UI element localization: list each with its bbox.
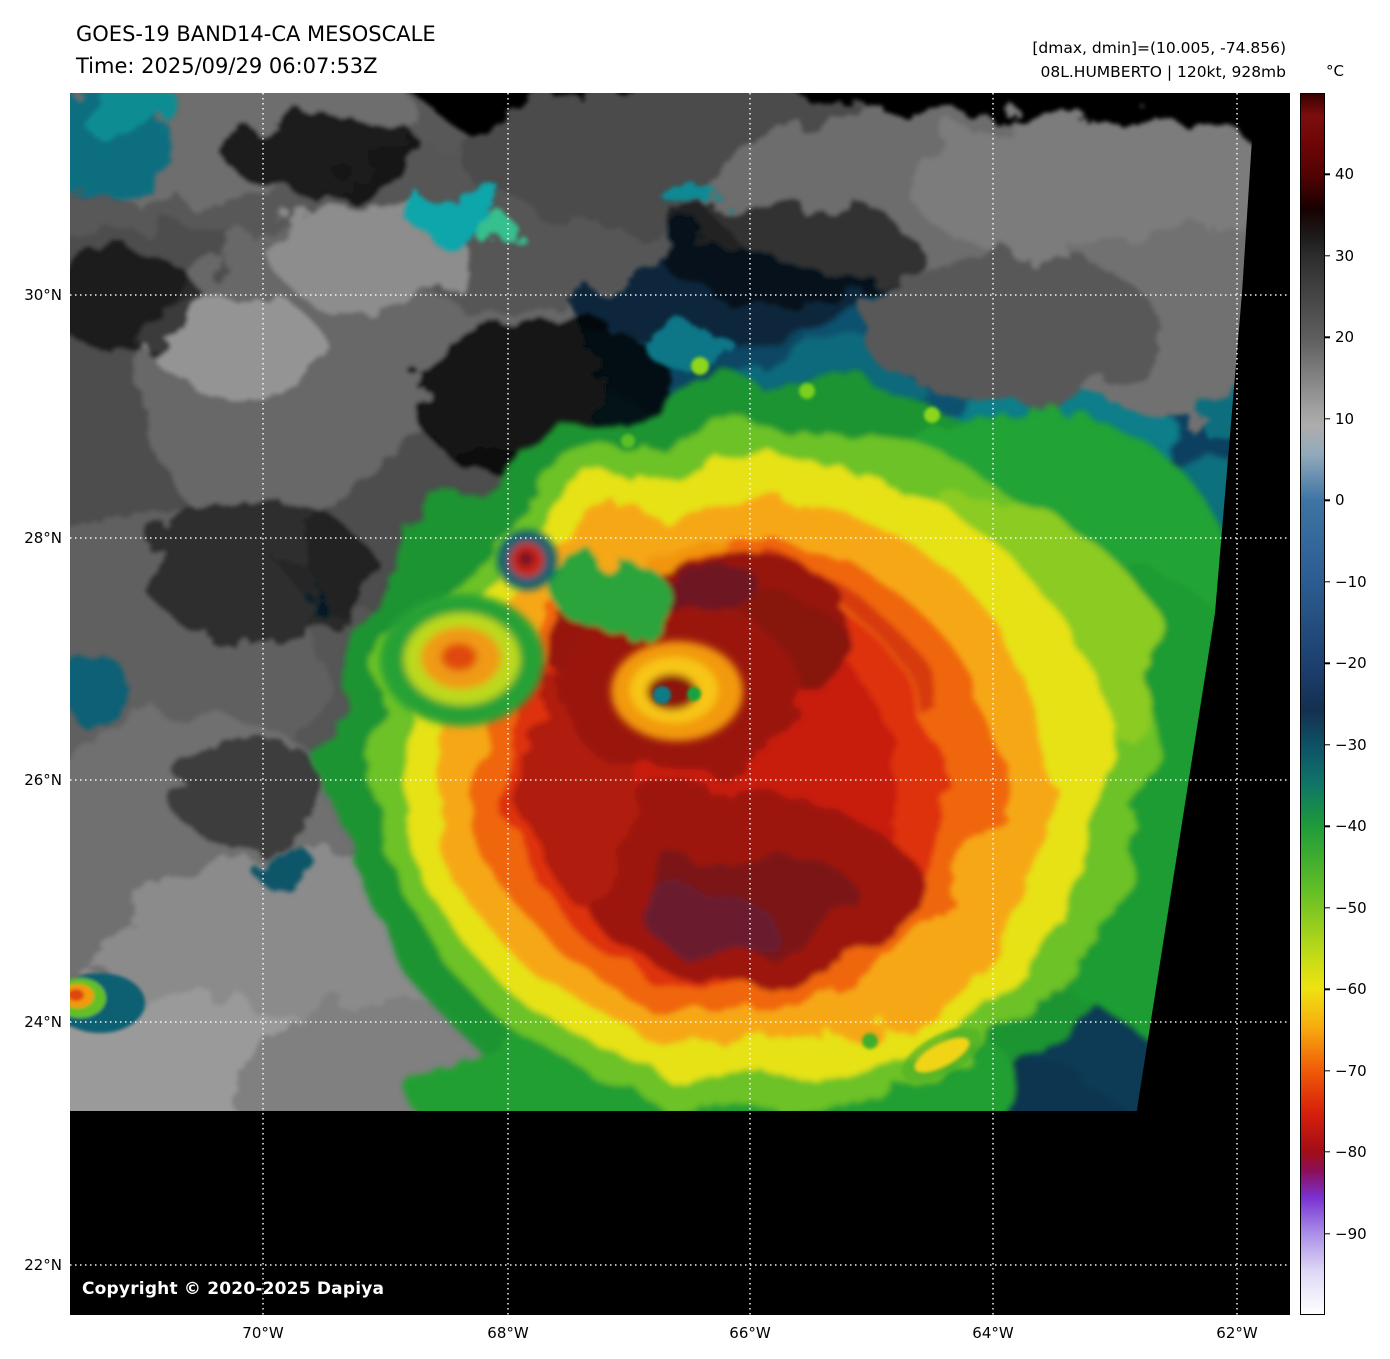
colorbar-tick-mark	[1325, 499, 1330, 502]
colorbar-tick-label: −50	[1335, 898, 1367, 917]
colorbar-tick-mark	[1325, 418, 1330, 420]
colorbar-tick-label: −90	[1335, 1224, 1367, 1243]
colorbar-tick-label: 10	[1335, 409, 1355, 428]
colorbar-tick-mark	[1325, 1069, 1330, 1072]
lon-tick-label: 62°W	[1216, 1324, 1258, 1342]
colorbar-tick-mark	[1325, 744, 1330, 746]
hurricane-eye	[380, 530, 743, 741]
sector-bottom-mask	[70, 1111, 1290, 1315]
colorbar-tick-label: 40	[1335, 165, 1355, 184]
colorbar-tick-label: −10	[1335, 572, 1367, 591]
colorbar-tick-label: −70	[1335, 1061, 1367, 1080]
copyright-text: Copyright © 2020-2025 Dapiya	[82, 1279, 385, 1299]
colorbar-gradient	[1301, 94, 1324, 1314]
colorbar-tick-mark	[1325, 255, 1330, 257]
lat-tick-label: 30°N	[24, 286, 62, 304]
colorbar-tick-mark	[1325, 1151, 1330, 1153]
lon-tick-label: 64°W	[972, 1324, 1014, 1342]
dmax-dmin-readout: [dmax, dmin]=(10.005, -74.856)	[1032, 39, 1286, 57]
lat-tick-label: 24°N	[24, 1013, 62, 1031]
sector-edge-mask	[1110, 93, 1290, 1315]
colorbar-unit-label: °C	[1326, 62, 1344, 80]
meta-block: [dmax, dmin]=(10.005, -74.856) 08L.HUMBE…	[1032, 36, 1286, 84]
timestamp: Time: 2025/09/29 06:07:53Z	[76, 54, 378, 78]
colorbar-tick-label: −80	[1335, 1143, 1367, 1162]
lat-tick-label: 28°N	[24, 529, 62, 547]
colorbar-tick-mark	[1325, 662, 1330, 664]
colorbar-tick-label: −30	[1335, 735, 1367, 754]
lon-tick-label: 70°W	[242, 1324, 284, 1342]
colorbar	[1300, 93, 1325, 1315]
colorbar-tick-mark	[1325, 336, 1330, 339]
colorbar-tick-label: 20	[1335, 328, 1355, 347]
satellite-image	[70, 93, 1290, 1315]
lat-tick-label: 26°N	[24, 771, 62, 789]
colorbar-tick-mark	[1325, 825, 1330, 827]
colorbar-tick-mark	[1325, 581, 1330, 583]
lon-tick-label: 66°W	[729, 1324, 771, 1342]
colorbar-tick-label: −40	[1335, 817, 1367, 836]
colorbar-tick-label: −20	[1335, 654, 1367, 673]
gray-cloud-field	[70, 93, 1290, 1188]
colorbar-tick-label: 0	[1335, 491, 1345, 510]
colorbar-ticks: 40 30 20 10 0 −10 −20 −30 −40 −50 −60 −70 −80 −90	[1325, 93, 1390, 1315]
small-cloud-cells	[70, 357, 982, 1083]
colorbar-tick-label: 30	[1335, 246, 1355, 265]
title-block: GOES-19 BAND14-CA MESOSCALE Time: 2025/0…	[76, 18, 436, 82]
storm-info: 08L.HUMBERTO | 120kt, 928mb	[1040, 63, 1287, 81]
lon-tick-label: 68°W	[487, 1324, 529, 1342]
graticule	[70, 93, 1290, 1315]
colorbar-tick-mark	[1325, 1232, 1330, 1235]
page-title: GOES-19 BAND14-CA MESOSCALE	[76, 22, 436, 46]
satellite-plot: Copyright © 2020-2025 Dapiya	[70, 93, 1290, 1315]
colorbar-tick-label: −60	[1335, 980, 1367, 999]
colorbar-tick-mark	[1325, 906, 1330, 909]
colorbar-tick-mark	[1325, 988, 1330, 990]
colorbar-tick-mark	[1325, 173, 1330, 176]
hurricane-cloud-shield	[335, 378, 1260, 1188]
lat-tick-label: 22°N	[24, 1256, 62, 1274]
